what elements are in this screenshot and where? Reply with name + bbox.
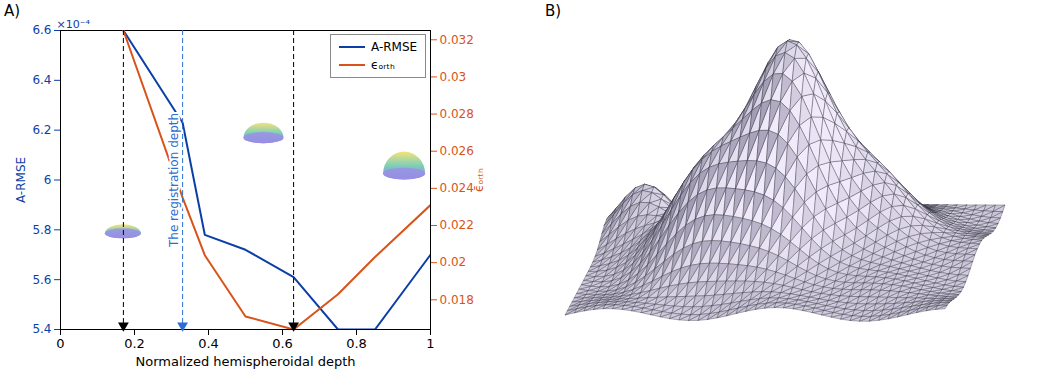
svg-text:ϵ̄ₒᵣₜₕ: ϵ̄ₒᵣₜₕ bbox=[472, 168, 486, 192]
svg-text:0.032: 0.032 bbox=[440, 33, 474, 47]
svg-text:0.2: 0.2 bbox=[124, 336, 145, 351]
svg-text:6.4: 6.4 bbox=[32, 73, 51, 87]
svg-text:0.026: 0.026 bbox=[440, 144, 474, 158]
svg-text:0.018: 0.018 bbox=[440, 293, 474, 307]
svg-text:6.6: 6.6 bbox=[32, 23, 51, 37]
svg-text:5.8: 5.8 bbox=[32, 223, 51, 237]
svg-text:Normalized hemispheroidal dept: Normalized hemispheroidal depth bbox=[135, 354, 355, 369]
svg-text:×10⁻⁴: ×10⁻⁴ bbox=[57, 18, 91, 31]
svg-text:5.4: 5.4 bbox=[32, 322, 51, 336]
svg-text:0.028: 0.028 bbox=[440, 107, 474, 121]
svg-text:6: 6 bbox=[44, 173, 52, 187]
svg-text:0: 0 bbox=[56, 336, 64, 351]
html-text:B): B) bbox=[545, 2, 562, 20]
svg-text:0.024: 0.024 bbox=[440, 181, 474, 195]
svg-text:0.022: 0.022 bbox=[440, 218, 474, 232]
svg-text:0.02: 0.02 bbox=[440, 255, 467, 269]
html-text:A): A) bbox=[4, 2, 21, 20]
svg-text:6.2: 6.2 bbox=[32, 123, 51, 137]
svg-text:A-RMSE: A-RMSE bbox=[14, 157, 28, 203]
svg-text:0.6: 0.6 bbox=[272, 336, 293, 351]
svg-text:1: 1 bbox=[426, 336, 434, 351]
html-text:A-RMSE: A-RMSE bbox=[371, 40, 418, 54]
svg-text:The registration depth: The registration depth bbox=[167, 113, 181, 248]
svg-text:0.8: 0.8 bbox=[346, 336, 367, 351]
svg-text:0.03: 0.03 bbox=[440, 70, 467, 84]
svg-text:5.6: 5.6 bbox=[32, 273, 51, 287]
svg-text:0.4: 0.4 bbox=[198, 336, 219, 351]
html-text:ϵₒᵣₜₕ: ϵₒᵣₜₕ bbox=[371, 58, 395, 72]
